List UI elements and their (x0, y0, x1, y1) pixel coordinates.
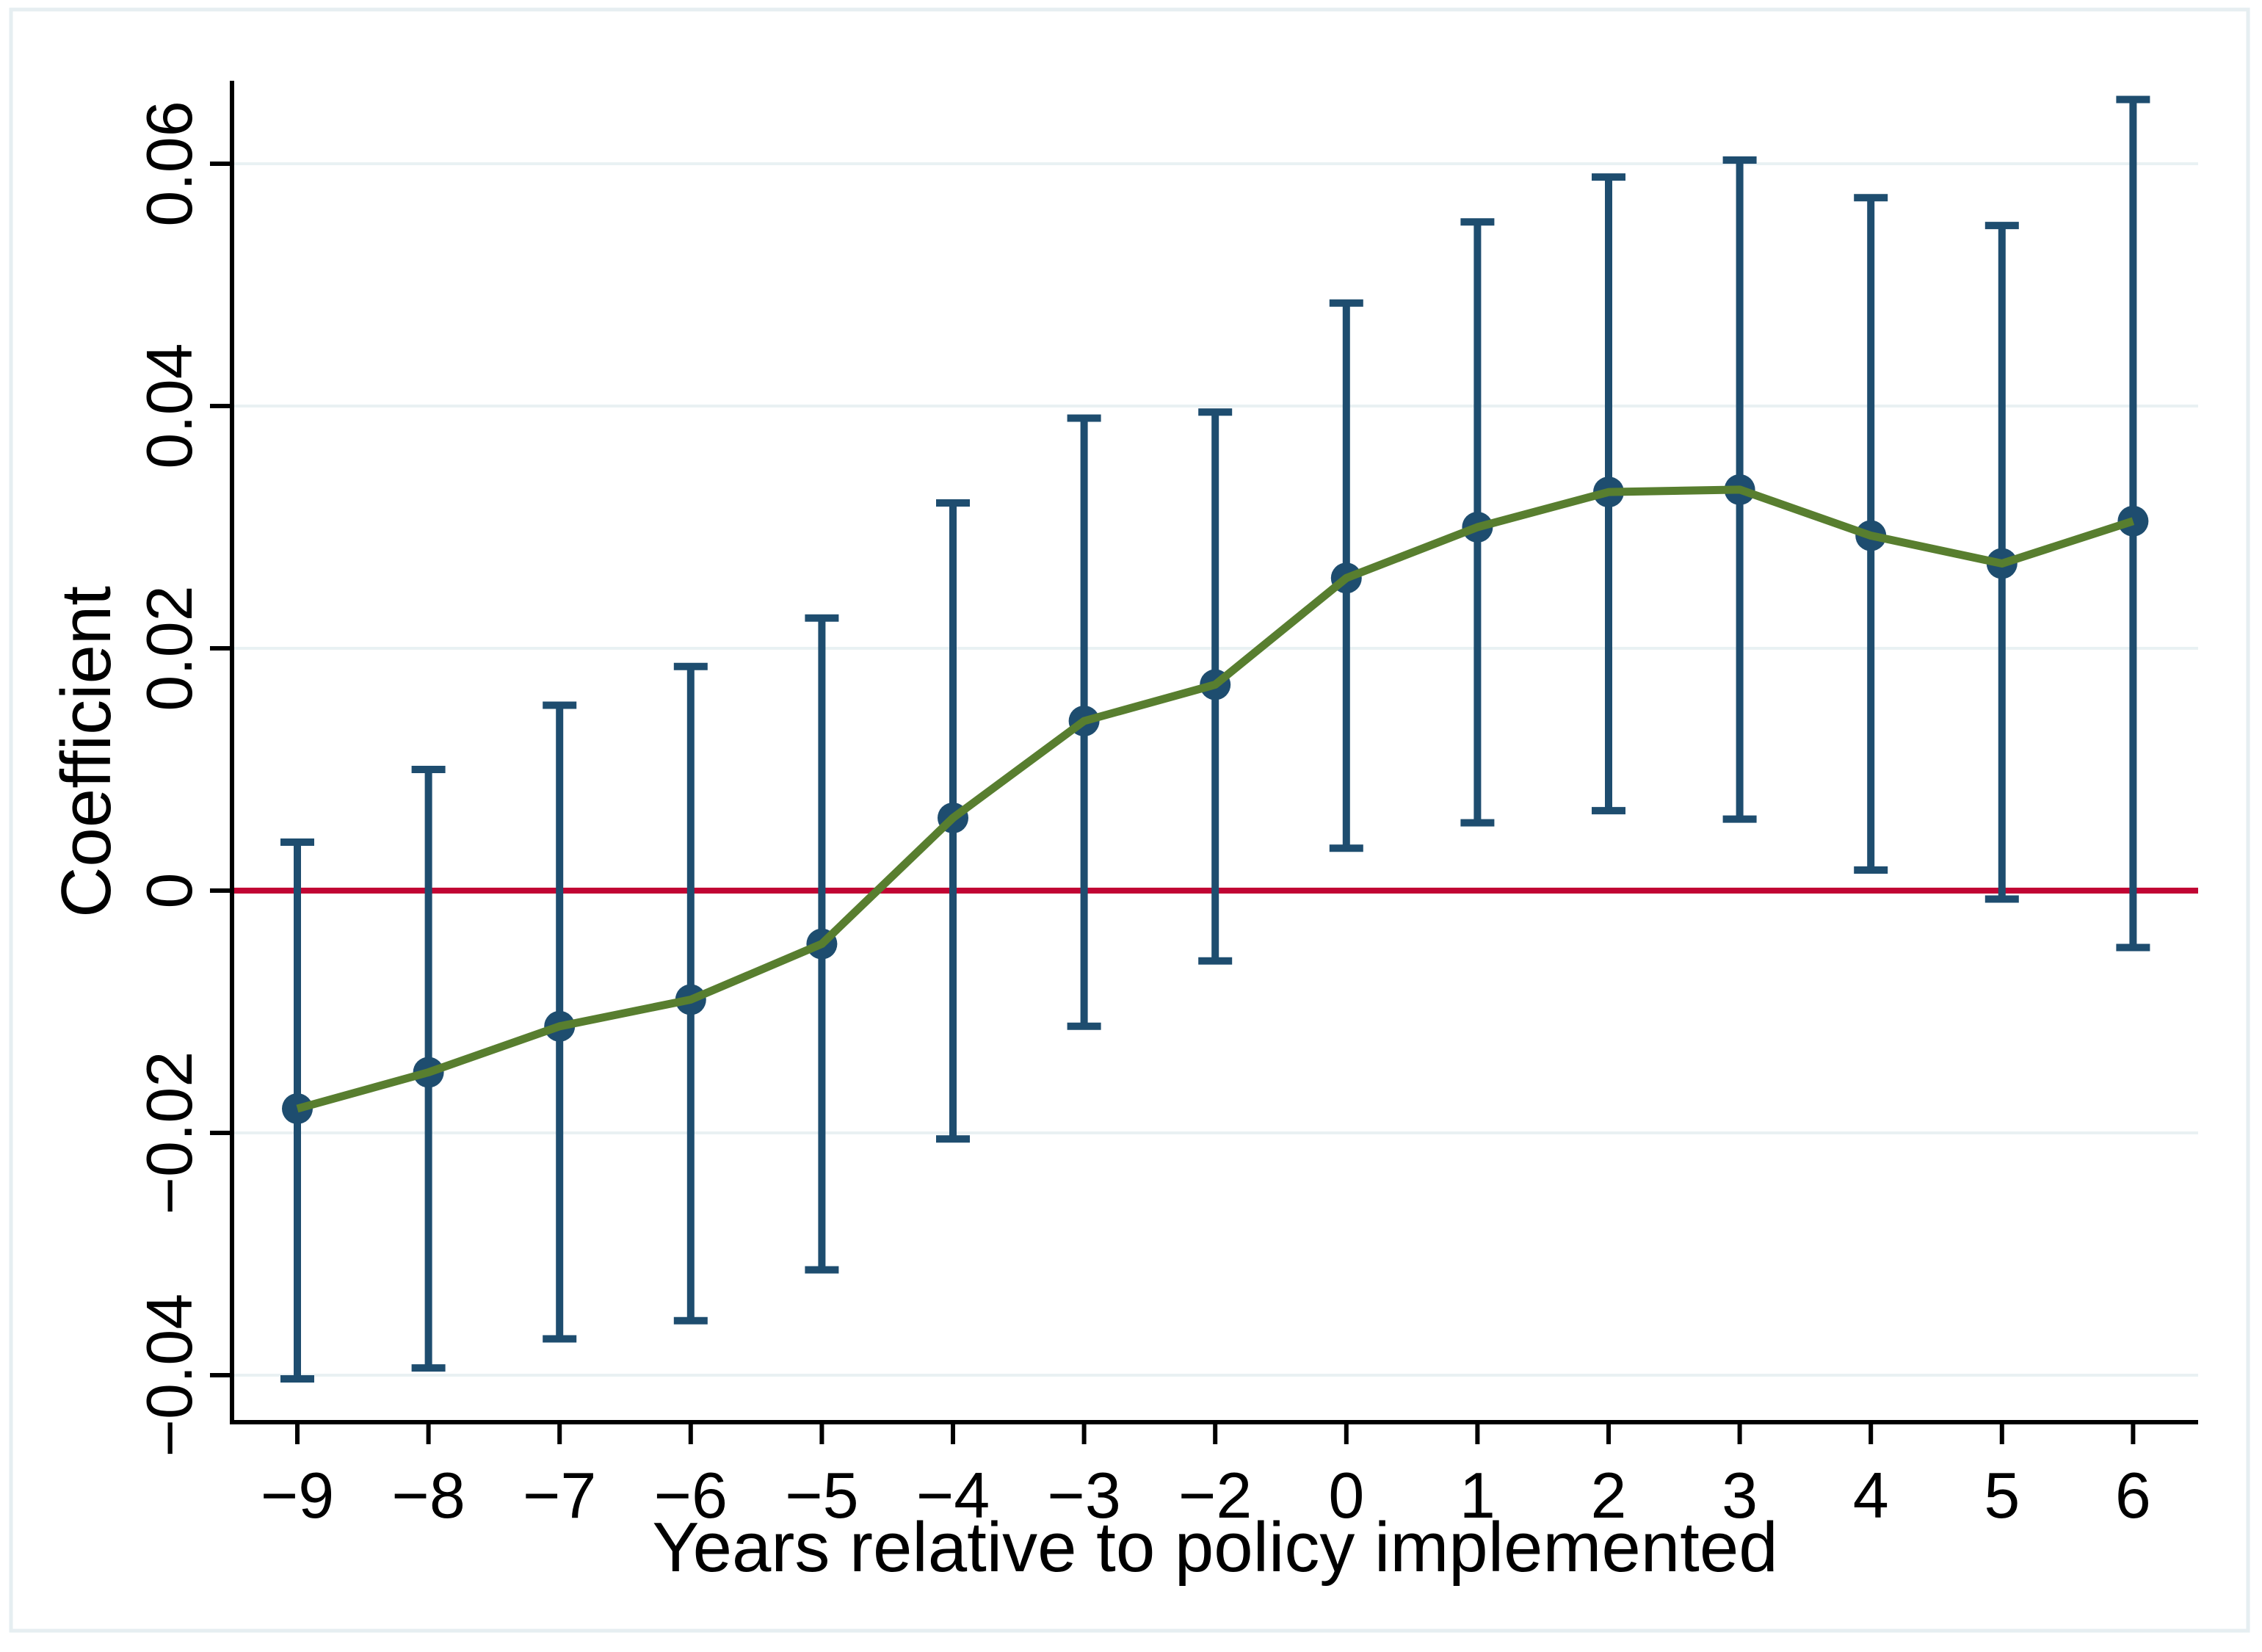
y-tick-label: −0.04 (133, 1294, 206, 1457)
y-tick-label: 0.06 (133, 101, 206, 226)
x-tick-label: −4 (916, 1459, 990, 1532)
trend-line-layer (296, 485, 2135, 1113)
x-tick-label: −9 (261, 1459, 334, 1532)
tick-labels: −0.04 −0.02 0 0.02 0.04 0.06 −9 −8 −7 −6 −5 −4 −3 −2 0… (133, 101, 2151, 1532)
coefficient-line (296, 485, 2135, 1113)
y-tick-label: 0.04 (133, 343, 206, 468)
x-tick-label: 2 (1591, 1459, 1627, 1532)
x-axis-title: Years relative to policy implemented (652, 1508, 1777, 1587)
x-tick-label: −5 (785, 1459, 858, 1532)
x-tick-label: 4 (1853, 1459, 1889, 1532)
y-tick-label: 0 (133, 873, 206, 909)
x-tick-label: −2 (1178, 1459, 1252, 1532)
y-tick-label: 0.02 (133, 585, 206, 711)
x-tick-label: 5 (1984, 1459, 2020, 1532)
x-tick-label: −7 (523, 1459, 596, 1532)
figure-border (9, 7, 2250, 1633)
x-tick-label: −6 (654, 1459, 728, 1532)
axes (210, 81, 2198, 1444)
x-tick-label: 0 (1328, 1459, 1364, 1532)
x-tick-label: 1 (1460, 1459, 1496, 1532)
x-tick-label: 3 (1722, 1459, 1758, 1532)
confidence-interval-layer (280, 95, 2150, 1383)
y-axis-title: Coefficient (47, 586, 126, 918)
x-tick-label: −3 (1047, 1459, 1120, 1532)
y-tick-label: −0.02 (133, 1051, 206, 1215)
x-tick-label: 6 (2115, 1459, 2151, 1532)
x-tick-label: −8 (391, 1459, 465, 1532)
